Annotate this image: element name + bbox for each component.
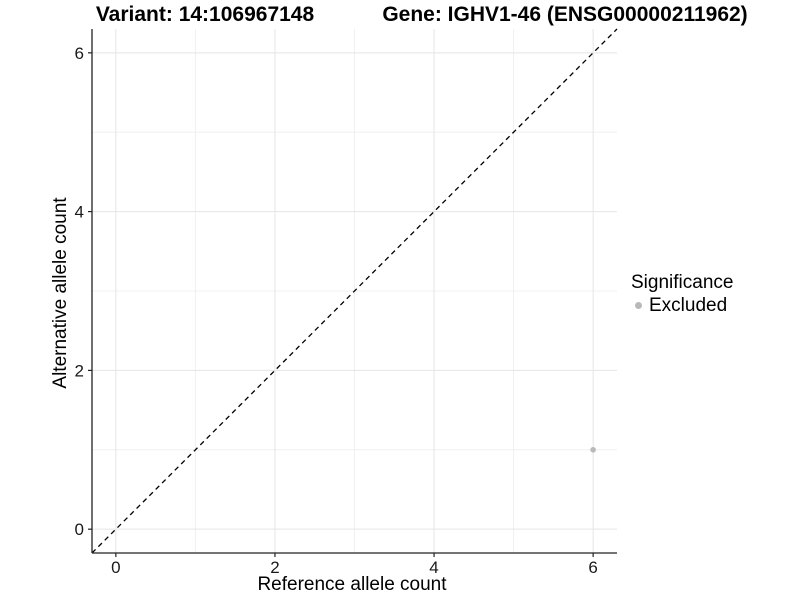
legend-point-icon: [635, 302, 642, 310]
y-axis-label: Alternative allele count: [50, 197, 71, 389]
legend-item-excluded: Excluded: [635, 295, 733, 317]
legend: Significance Excluded: [631, 272, 733, 317]
x-tick-label: 0: [111, 558, 120, 577]
plot-title-gene: Gene: IGHV1-46 (ENSG00000211962): [382, 3, 748, 26]
legend-title: Significance: [631, 272, 734, 293]
legend-item-label: Excluded: [649, 294, 728, 316]
x-tick-label: 4: [429, 558, 438, 577]
y-tick-label: 0: [75, 520, 84, 539]
plot-title-variant: Variant: 14:106967148: [95, 3, 315, 26]
x-tick-label: 2: [270, 558, 279, 577]
y-tick-label: 4: [75, 203, 84, 222]
y-tick-label: 6: [75, 44, 84, 63]
identity-line: [91, 28, 618, 554]
x-axis-label: Reference allele count: [257, 574, 447, 595]
y-tick-label: 2: [75, 361, 84, 380]
data-point: [590, 446, 596, 453]
x-tick-label: 6: [588, 558, 597, 577]
